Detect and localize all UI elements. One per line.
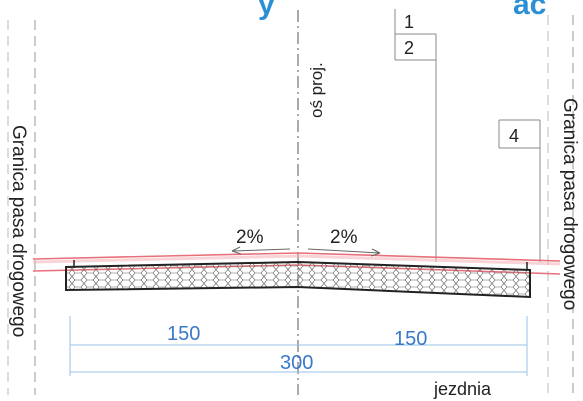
boundary-label-left: Granica pasa drogowego <box>8 125 29 337</box>
boundary-red-line-top <box>32 252 561 262</box>
slope-arrow-left <box>231 246 291 255</box>
slope-left: 2% <box>236 227 264 248</box>
dimension-total: 300 <box>280 352 313 374</box>
boundary-label-right: Granica pasa drogowego <box>559 98 580 310</box>
dimension-right: 150 <box>394 328 427 350</box>
axis-label: oś proj. <box>307 62 326 118</box>
carriageway-label: jezdnia <box>433 379 492 399</box>
callout-1: 1 <box>404 12 414 32</box>
slope-arrow-right <box>307 248 381 257</box>
slope-right: 2% <box>330 227 358 248</box>
dimension-left: 150 <box>167 323 200 345</box>
callout-4: 4 <box>509 126 519 146</box>
header-fragment-right: ac <box>513 0 546 21</box>
header-fragment-left: y <box>258 0 275 21</box>
callout-2: 2 <box>404 38 414 58</box>
